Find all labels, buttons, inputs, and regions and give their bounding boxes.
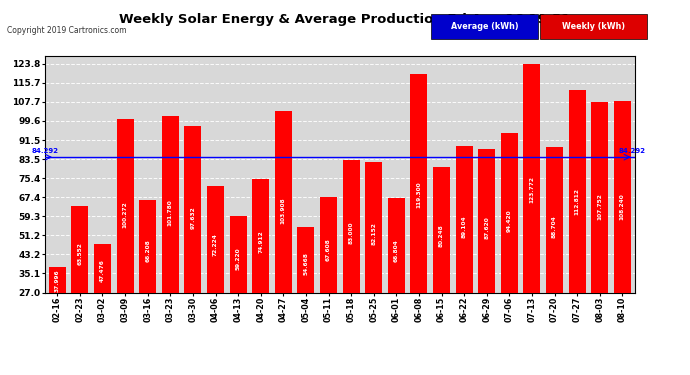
Bar <box>139 200 156 292</box>
Text: Average (kWh): Average (kWh) <box>451 22 519 31</box>
Text: 80.248: 80.248 <box>439 225 444 247</box>
Text: 112.812: 112.812 <box>575 188 580 215</box>
Text: 72.224: 72.224 <box>213 233 218 256</box>
Text: 74.912: 74.912 <box>258 230 263 253</box>
Text: 47.476: 47.476 <box>100 259 105 282</box>
Text: 82.152: 82.152 <box>371 222 376 245</box>
Bar <box>614 100 631 292</box>
Text: Weekly Solar Energy & Average Production Fri Aug 16 19:51: Weekly Solar Energy & Average Production… <box>119 13 571 26</box>
Text: 97.632: 97.632 <box>190 206 195 229</box>
Text: 63.552: 63.552 <box>77 242 82 265</box>
Text: 89.104: 89.104 <box>462 215 466 238</box>
Bar <box>411 75 427 292</box>
Bar <box>253 179 269 292</box>
Text: 123.772: 123.772 <box>529 176 535 203</box>
Text: 84.292: 84.292 <box>31 148 59 154</box>
Text: 66.208: 66.208 <box>145 240 150 262</box>
Text: 66.804: 66.804 <box>394 239 399 261</box>
Text: Weekly (kWh): Weekly (kWh) <box>562 22 625 31</box>
Text: 83.000: 83.000 <box>348 222 354 244</box>
Bar <box>117 119 134 292</box>
Text: 103.908: 103.908 <box>281 197 286 224</box>
Bar <box>49 267 66 292</box>
Text: 59.220: 59.220 <box>235 247 241 270</box>
Bar <box>230 216 246 292</box>
Bar <box>297 227 315 292</box>
Bar <box>207 186 224 292</box>
Text: 107.752: 107.752 <box>598 193 602 220</box>
Text: 87.620: 87.620 <box>484 217 489 239</box>
Bar <box>94 244 111 292</box>
Bar <box>184 126 201 292</box>
Bar <box>365 162 382 292</box>
Bar <box>162 116 179 292</box>
Text: 37.996: 37.996 <box>55 270 60 292</box>
Text: 100.272: 100.272 <box>123 201 128 228</box>
Bar <box>320 196 337 292</box>
Text: 94.420: 94.420 <box>507 210 512 232</box>
Text: 119.300: 119.300 <box>417 181 422 208</box>
Bar <box>501 133 518 292</box>
Text: 54.668: 54.668 <box>304 252 308 274</box>
Text: 84.292: 84.292 <box>619 148 646 154</box>
Bar <box>455 146 473 292</box>
Text: Copyright 2019 Cartronics.com: Copyright 2019 Cartronics.com <box>7 26 126 35</box>
Bar <box>343 160 359 292</box>
Bar <box>71 206 88 292</box>
Bar <box>569 90 586 292</box>
Bar <box>275 111 292 292</box>
Bar <box>433 167 450 292</box>
Bar <box>388 198 405 292</box>
Text: 108.240: 108.240 <box>620 193 625 219</box>
Bar <box>478 149 495 292</box>
Bar <box>524 64 540 292</box>
Bar <box>546 147 563 292</box>
Text: 88.704: 88.704 <box>552 216 557 238</box>
Bar <box>591 102 609 292</box>
Text: 101.780: 101.780 <box>168 200 172 226</box>
Text: 67.608: 67.608 <box>326 238 331 261</box>
